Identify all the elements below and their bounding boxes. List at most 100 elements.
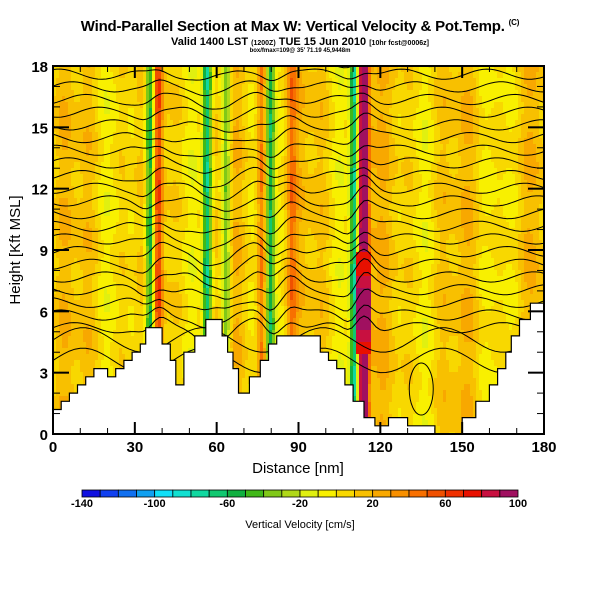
field-cell	[149, 210, 152, 216]
field-cell	[266, 120, 269, 126]
field-cell	[104, 270, 107, 276]
field-cell	[98, 120, 101, 126]
field-cell	[254, 246, 257, 252]
field-cell	[281, 168, 284, 174]
field-cell	[62, 150, 65, 156]
field-cell	[164, 102, 167, 108]
field-cell	[215, 264, 218, 270]
field-cell	[152, 264, 155, 270]
field-cell	[131, 252, 134, 258]
field-cell	[149, 168, 152, 174]
field-cell	[179, 204, 182, 210]
field-cell	[59, 306, 62, 312]
field-cell	[284, 168, 287, 174]
field-cell	[92, 300, 95, 306]
field-cell	[92, 90, 95, 96]
field-cell	[107, 258, 110, 264]
field-cell	[221, 204, 224, 210]
field-cell	[56, 324, 59, 330]
field-cell	[260, 120, 263, 126]
field-cell	[269, 162, 272, 168]
field-cell	[218, 168, 221, 174]
field-cell	[140, 144, 143, 150]
field-cell	[218, 150, 221, 156]
field-cell	[167, 96, 170, 102]
field-cell	[212, 222, 215, 228]
field-cell	[68, 276, 71, 282]
field-cell	[65, 234, 68, 240]
field-cell	[218, 108, 221, 114]
field-cell	[275, 132, 278, 138]
field-cell	[98, 66, 101, 72]
field-cell	[155, 102, 158, 108]
field-cell	[110, 264, 113, 270]
field-cell	[89, 258, 92, 264]
field-cell	[113, 180, 116, 186]
field-cell	[80, 120, 83, 126]
field-cell	[128, 108, 131, 114]
field-cell	[224, 294, 227, 300]
field-cell	[83, 114, 86, 120]
field-cell	[182, 78, 185, 84]
field-cell	[239, 228, 242, 234]
field-cell	[77, 366, 80, 372]
field-cell	[206, 108, 209, 114]
field-cell	[125, 186, 128, 192]
field-cell	[107, 162, 110, 168]
field-cell	[266, 276, 269, 282]
field-cell	[68, 204, 71, 210]
field-cell	[137, 174, 140, 180]
field-cell	[74, 78, 77, 84]
field-cell	[74, 222, 77, 228]
field-cell	[53, 126, 56, 132]
field-cell	[74, 120, 77, 126]
field-cell	[122, 120, 125, 126]
field-cell	[167, 174, 170, 180]
field-cell	[158, 90, 161, 96]
field-cell	[122, 294, 125, 300]
field-cell	[191, 120, 194, 126]
field-cell	[113, 204, 116, 210]
field-cell	[269, 84, 272, 90]
field-cell	[269, 132, 272, 138]
field-cell	[131, 318, 134, 324]
field-cell	[149, 138, 152, 144]
field-cell	[119, 66, 122, 72]
field-cell	[116, 276, 119, 282]
field-cell	[194, 156, 197, 162]
field-cell	[92, 282, 95, 288]
field-cell	[179, 156, 182, 162]
field-cell	[245, 192, 248, 198]
field-cell	[110, 360, 113, 366]
field-cell	[134, 276, 137, 282]
field-cell	[113, 354, 116, 360]
field-cell	[245, 312, 248, 318]
field-cell	[167, 294, 170, 300]
field-cell	[146, 210, 149, 216]
field-cell	[269, 270, 272, 276]
field-cell	[179, 234, 182, 240]
field-cell	[140, 120, 143, 126]
field-cell	[152, 234, 155, 240]
field-cell	[122, 306, 125, 312]
field-cell	[128, 312, 131, 318]
field-cell	[206, 204, 209, 210]
field-cell	[83, 180, 86, 186]
field-cell	[62, 174, 65, 180]
field-cell	[95, 306, 98, 312]
field-cell	[170, 66, 173, 72]
field-cell	[260, 144, 263, 150]
field-cell	[122, 216, 125, 222]
field-cell	[92, 132, 95, 138]
field-cell	[149, 126, 152, 132]
field-cell	[86, 72, 89, 78]
field-cell	[116, 336, 119, 342]
field-cell	[62, 276, 65, 282]
field-cell	[101, 354, 104, 360]
field-cell	[77, 114, 80, 120]
field-cell	[242, 84, 245, 90]
field-cell	[188, 216, 191, 222]
field-cell	[140, 306, 143, 312]
field-cell	[164, 174, 167, 180]
field-cell	[95, 78, 98, 84]
